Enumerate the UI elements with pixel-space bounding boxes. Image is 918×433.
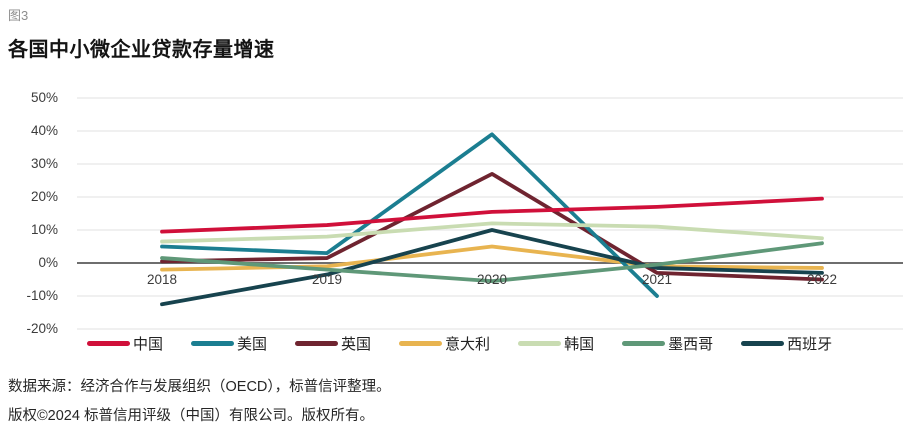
legend-label: 意大利 — [445, 336, 491, 353]
x-tick-label: 2021 — [641, 272, 673, 287]
legend-swatch — [399, 341, 443, 346]
chart-title: 各国中小微企业贷款存量增速 — [8, 39, 275, 61]
legend-swatch — [87, 341, 130, 346]
y-tick-label: -20% — [26, 321, 58, 336]
y-tick-label: 0% — [38, 255, 58, 270]
legend-label: 墨西哥 — [668, 336, 714, 353]
legend-label: 韩国 — [564, 336, 595, 353]
legend-swatch — [741, 341, 785, 346]
series-line-英国 — [160, 171, 824, 282]
legend-swatch — [191, 341, 235, 346]
series-line-墨西哥 — [160, 241, 824, 284]
figure-number: 图3 — [8, 8, 29, 23]
y-tick-label: -10% — [26, 288, 58, 303]
legend-item-美国: 美国 — [191, 333, 267, 354]
x-tick-label: 2020 — [476, 272, 508, 287]
x-tick-label: 2022 — [806, 272, 838, 287]
x-tick-label: 2018 — [146, 272, 178, 287]
x-tick-label: 2019 — [311, 272, 343, 287]
series-line-西班牙 — [160, 228, 824, 307]
y-tick-label: 20% — [30, 189, 58, 204]
copyright-note: 版权©2024 标普信用评级（中国）有限公司。版权所有。 — [8, 408, 374, 424]
legend-swatch — [518, 341, 562, 346]
series-line-中国 — [160, 196, 824, 234]
data-source-note: 数据来源：经济合作与发展组织（OECD），标普信评整理。 — [8, 379, 391, 395]
y-tick-label: 40% — [30, 123, 58, 138]
legend-swatch — [295, 341, 339, 346]
legend-swatch — [622, 341, 666, 346]
legend-item-西班牙: 西班牙 — [741, 333, 832, 354]
legend-item-英国: 英国 — [295, 333, 371, 354]
y-tick-label: 30% — [30, 156, 58, 171]
legend-label: 西班牙 — [787, 336, 833, 353]
legend-item-韩国: 韩国 — [518, 333, 594, 354]
legend-label: 美国 — [237, 336, 268, 353]
series-line-韩国 — [160, 221, 824, 244]
legend-item-意大利: 意大利 — [399, 333, 490, 354]
legend-item-中国: 中国 — [87, 333, 163, 354]
y-tick-label: 10% — [30, 222, 58, 237]
legend-label: 英国 — [341, 336, 372, 353]
legend-item-墨西哥: 墨西哥 — [622, 333, 713, 354]
legend-label: 中国 — [133, 336, 164, 353]
chart-legend: 中国 美国 英国 意大利 韩国 墨西哥 西班牙 — [87, 333, 832, 354]
y-tick-label: 50% — [30, 90, 58, 105]
series-line-美国 — [160, 132, 659, 298]
